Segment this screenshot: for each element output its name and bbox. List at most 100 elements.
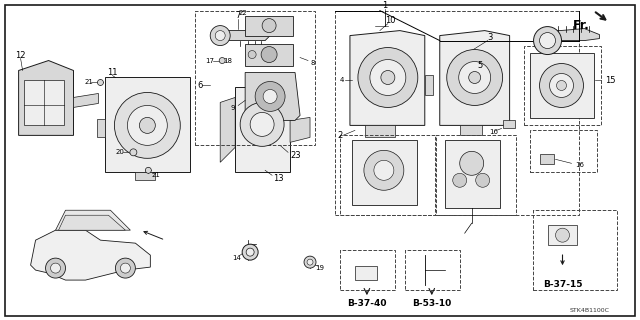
Bar [235, 87, 290, 172]
Circle shape [246, 248, 254, 256]
Polygon shape [440, 31, 509, 125]
Circle shape [220, 58, 225, 64]
Circle shape [130, 149, 137, 156]
Circle shape [534, 27, 561, 54]
Text: 21: 21 [152, 172, 161, 178]
Text: 9: 9 [230, 105, 235, 111]
Bar [365, 125, 395, 137]
Circle shape [242, 244, 258, 260]
Circle shape [540, 64, 584, 108]
Circle shape [459, 61, 491, 93]
Circle shape [556, 228, 570, 242]
Circle shape [97, 79, 104, 85]
Bar [436, 135, 516, 215]
Text: 19: 19 [316, 265, 324, 271]
Circle shape [370, 60, 406, 95]
Circle shape [261, 46, 277, 62]
Text: 16: 16 [489, 129, 498, 135]
Circle shape [550, 74, 573, 98]
Text: B-37-40: B-37-40 [347, 299, 387, 308]
Bar [106, 77, 190, 172]
Polygon shape [74, 93, 99, 108]
Circle shape [262, 19, 276, 33]
Polygon shape [245, 73, 300, 120]
Polygon shape [31, 230, 150, 280]
Circle shape [452, 173, 467, 187]
Bar [340, 135, 435, 215]
Bar [355, 266, 377, 280]
Bar [405, 250, 460, 290]
Circle shape [140, 117, 156, 133]
Bar [245, 16, 293, 36]
Bar [136, 172, 156, 180]
Bar [532, 210, 618, 290]
Bar [445, 140, 500, 208]
Circle shape [215, 31, 225, 41]
Polygon shape [19, 60, 74, 135]
Bar [245, 44, 293, 66]
Text: 5: 5 [477, 61, 483, 70]
Text: B-37-15: B-37-15 [543, 280, 582, 289]
Text: 21: 21 [84, 79, 93, 85]
Text: 3: 3 [487, 33, 492, 42]
Text: 18: 18 [224, 58, 233, 64]
Bar [524, 45, 602, 125]
Bar [195, 11, 315, 145]
Circle shape [250, 112, 274, 136]
Circle shape [145, 167, 151, 173]
Bar [460, 125, 482, 135]
Text: 8: 8 [310, 60, 314, 66]
Polygon shape [350, 31, 425, 125]
Circle shape [381, 70, 395, 84]
Circle shape [255, 82, 285, 111]
Circle shape [460, 151, 484, 175]
Polygon shape [56, 210, 131, 230]
Circle shape [358, 48, 418, 108]
Circle shape [540, 33, 556, 49]
Text: 6: 6 [197, 81, 203, 90]
Circle shape [248, 51, 256, 59]
Bar [548, 225, 577, 245]
Circle shape [374, 160, 394, 180]
Text: 10: 10 [385, 16, 395, 25]
Circle shape [307, 259, 313, 265]
Text: 20: 20 [116, 149, 125, 155]
Text: 23: 23 [290, 151, 301, 160]
Polygon shape [548, 28, 600, 41]
Bar [529, 52, 595, 118]
Circle shape [45, 258, 65, 278]
Circle shape [304, 256, 316, 268]
Circle shape [115, 92, 180, 158]
Bar [335, 11, 579, 215]
Bar [24, 81, 63, 125]
Text: STK4B1100C: STK4B1100C [570, 308, 609, 313]
Bar [425, 76, 433, 95]
Text: 16: 16 [575, 162, 584, 168]
Bar [502, 120, 515, 128]
Circle shape [468, 71, 481, 84]
Bar [540, 154, 554, 164]
Text: 15: 15 [605, 76, 616, 85]
Text: Fr.: Fr. [573, 19, 590, 32]
Text: 4: 4 [340, 77, 344, 84]
Text: 7: 7 [236, 11, 241, 20]
Circle shape [364, 150, 404, 190]
Text: 22: 22 [239, 10, 248, 16]
Circle shape [120, 263, 131, 273]
Text: 1: 1 [382, 1, 387, 10]
Polygon shape [290, 117, 310, 142]
Bar [340, 250, 395, 290]
Text: 13: 13 [273, 174, 284, 183]
Text: 17: 17 [205, 58, 214, 64]
Text: 11: 11 [108, 68, 118, 77]
Circle shape [476, 173, 490, 187]
Bar [529, 130, 597, 172]
Circle shape [240, 102, 284, 146]
Circle shape [447, 50, 502, 105]
Text: B-53-10: B-53-10 [412, 299, 451, 308]
Bar [97, 119, 106, 137]
Circle shape [51, 263, 61, 273]
Text: 12: 12 [15, 51, 25, 60]
Polygon shape [225, 31, 270, 41]
Polygon shape [220, 98, 235, 162]
